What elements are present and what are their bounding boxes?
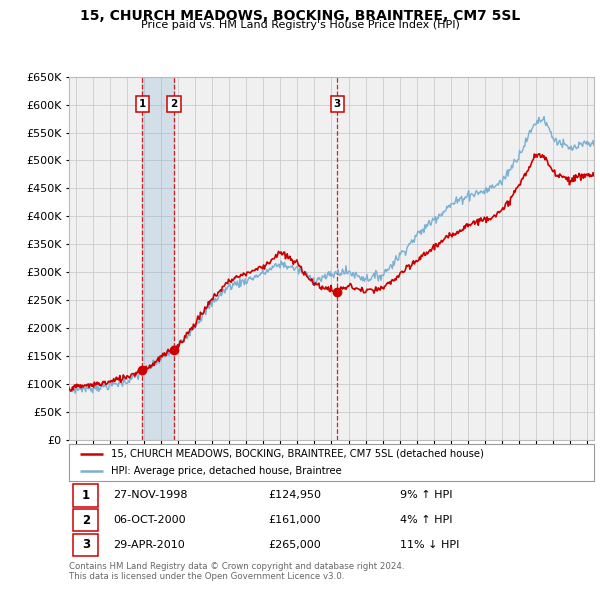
Text: 2: 2 xyxy=(170,99,178,109)
Text: 9% ↑ HPI: 9% ↑ HPI xyxy=(400,490,452,500)
Text: Contains HM Land Registry data © Crown copyright and database right 2024.: Contains HM Land Registry data © Crown c… xyxy=(69,562,404,571)
Text: 2: 2 xyxy=(82,513,90,527)
Text: 3: 3 xyxy=(82,538,90,551)
Text: 1: 1 xyxy=(139,99,146,109)
Text: 4% ↑ HPI: 4% ↑ HPI xyxy=(400,515,452,525)
Text: 1: 1 xyxy=(82,489,90,502)
Text: £265,000: £265,000 xyxy=(269,540,321,550)
Text: Price paid vs. HM Land Registry's House Price Index (HPI): Price paid vs. HM Land Registry's House … xyxy=(140,20,460,30)
Text: 15, CHURCH MEADOWS, BOCKING, BRAINTREE, CM7 5SL: 15, CHURCH MEADOWS, BOCKING, BRAINTREE, … xyxy=(80,9,520,23)
Text: £161,000: £161,000 xyxy=(269,515,321,525)
Text: 27-NOV-1998: 27-NOV-1998 xyxy=(113,490,188,500)
Text: 11% ↓ HPI: 11% ↓ HPI xyxy=(400,540,459,550)
Text: 06-OCT-2000: 06-OCT-2000 xyxy=(113,515,186,525)
FancyBboxPatch shape xyxy=(73,509,98,532)
FancyBboxPatch shape xyxy=(73,533,98,556)
Text: HPI: Average price, detached house, Braintree: HPI: Average price, detached house, Brai… xyxy=(111,466,342,476)
Bar xyxy=(142,77,174,440)
FancyBboxPatch shape xyxy=(73,484,98,507)
Text: 15, CHURCH MEADOWS, BOCKING, BRAINTREE, CM7 5SL (detached house): 15, CHURCH MEADOWS, BOCKING, BRAINTREE, … xyxy=(111,449,484,458)
Text: This data is licensed under the Open Government Licence v3.0.: This data is licensed under the Open Gov… xyxy=(69,572,344,581)
Text: 29-APR-2010: 29-APR-2010 xyxy=(113,540,185,550)
Text: 3: 3 xyxy=(334,99,341,109)
Text: £124,950: £124,950 xyxy=(269,490,322,500)
